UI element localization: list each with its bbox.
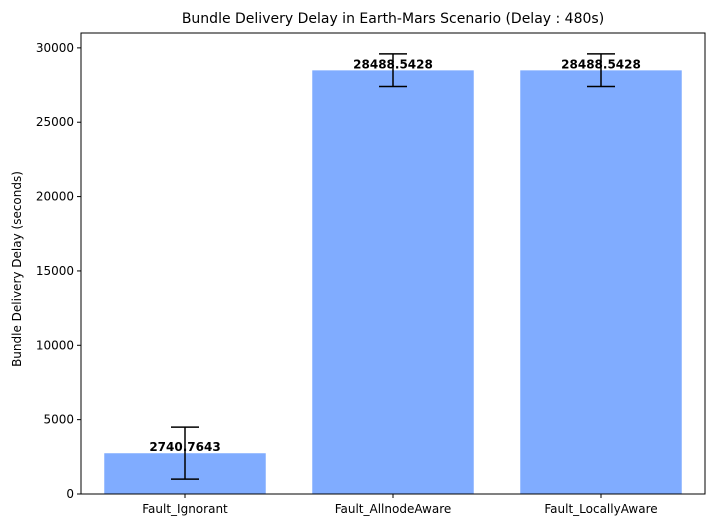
y-axis-label: Bundle Delivery Delay (seconds) xyxy=(10,171,24,367)
y-tick-label: 15000 xyxy=(36,264,74,278)
error-bar-3 xyxy=(587,53,615,88)
bars-layer xyxy=(104,70,682,494)
y-tick-label: 25000 xyxy=(36,115,74,129)
error-bars-layer xyxy=(171,53,615,480)
x-tick-label: Fault_Ignorant xyxy=(142,502,228,516)
x-tick-label: Fault_AllnodeAware xyxy=(335,502,452,516)
data-labels-layer: 2740.7643 28488.5428 28488.5428 xyxy=(149,57,641,454)
bar-2 xyxy=(312,70,474,494)
axes-layer: 0 5000 10000 15000 20000 25000 30000 Fault_Igno… xyxy=(36,32,706,516)
error-bar-2 xyxy=(379,53,407,88)
data-label-3: 28488.5428 xyxy=(561,57,641,71)
y-tick-label: 30000 xyxy=(36,41,74,55)
error-bar-1 xyxy=(171,426,199,480)
y-tick-label: 0 xyxy=(66,487,74,501)
data-label-2: 28488.5428 xyxy=(353,57,433,71)
data-label-1: 2740.7643 xyxy=(149,440,220,454)
y-tick-label: 10000 xyxy=(36,338,74,352)
y-tick-label: 20000 xyxy=(36,190,74,204)
bar-3 xyxy=(520,70,682,494)
x-tick-label: Fault_LocallyAware xyxy=(544,502,657,516)
y-tick-label: 5000 xyxy=(43,413,74,427)
chart-title: Bundle Delivery Delay in Earth-Mars Scen… xyxy=(182,11,604,27)
